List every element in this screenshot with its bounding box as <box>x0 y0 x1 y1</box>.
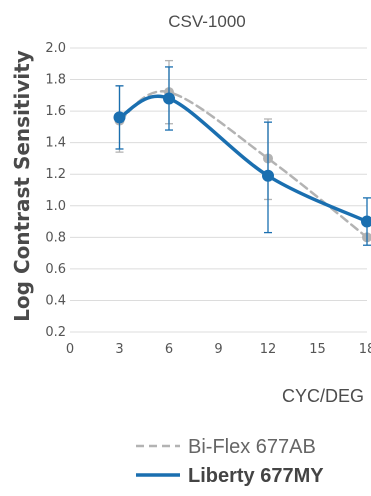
y-tick-label: 0.8 <box>45 230 66 245</box>
y-tick-label: 1.6 <box>45 104 66 119</box>
legend-label: Bi-Flex 677AB <box>188 436 316 458</box>
grid-lines <box>70 48 367 332</box>
y-tick-label: 0.4 <box>45 293 66 308</box>
legend: Bi-Flex 677AB Liberty 677MY <box>136 436 324 487</box>
x-tick-label: 0 <box>66 342 74 357</box>
data-point <box>361 216 371 228</box>
y-tick-label: 1.4 <box>45 136 66 151</box>
y-tick-label: 1.8 <box>45 73 66 88</box>
y-axis-label: Log Contrast Sensitivity <box>10 50 34 322</box>
y-tick-label: 0.6 <box>45 262 66 277</box>
y-tick-label: 0.2 <box>45 325 66 340</box>
data-point <box>163 92 175 104</box>
x-tick-label: 18 <box>359 342 371 357</box>
series-line <box>120 91 368 237</box>
y-tick-label: 1.2 <box>45 167 66 182</box>
data-point <box>114 111 126 123</box>
x-tick-label: 9 <box>214 342 222 357</box>
x-tick-label: 6 <box>165 342 173 357</box>
series-group <box>114 61 371 246</box>
x-tick-label: 12 <box>260 342 277 357</box>
x-tick-label: 15 <box>309 342 326 357</box>
data-point <box>262 170 274 182</box>
x-axis-ticks: 0 3 6 9 12 15 18 <box>66 342 371 357</box>
series-biflex <box>115 61 371 243</box>
x-axis-label: CYC/DEG <box>282 386 364 406</box>
x-tick-label: 3 <box>115 342 123 357</box>
y-axis-ticks: 0.2 0.4 0.6 0.8 1.0 1.2 1.4 1.6 1.8 2.0 <box>45 41 66 340</box>
series-line <box>120 96 368 221</box>
y-tick-label: 2.0 <box>45 41 66 56</box>
legend-label: Liberty 677MY <box>188 465 324 487</box>
y-tick-label: 1.0 <box>45 199 66 214</box>
chart-title: CSV-1000 <box>168 12 246 31</box>
